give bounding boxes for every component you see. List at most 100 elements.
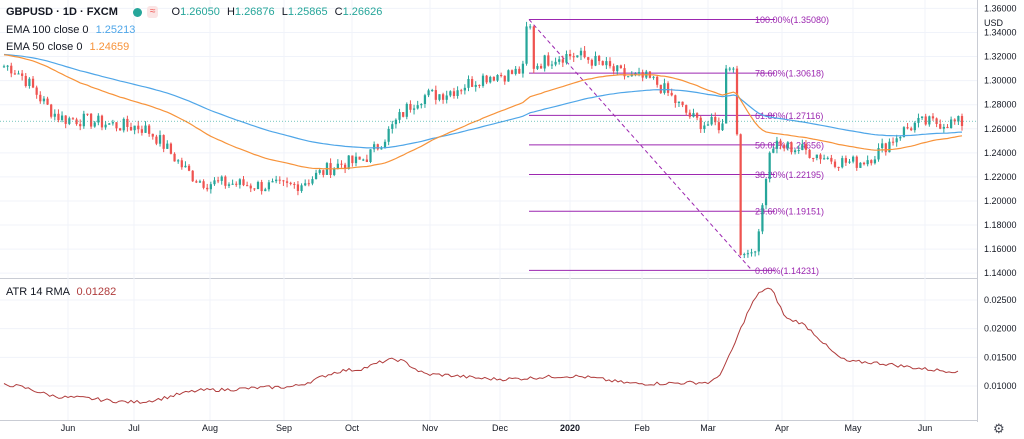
candle-body (6, 65, 9, 67)
candle-body (619, 65, 623, 69)
candle-body (180, 160, 183, 168)
candle-body (285, 181, 289, 183)
candle-body (420, 104, 423, 106)
candle-body (100, 115, 104, 128)
candle-body (957, 116, 960, 122)
price-axis[interactable]: 1.36000 1.34000 1.32000 1.30000 1.28000 1.260… (984, 3, 1017, 391)
candle-body (300, 185, 303, 191)
atr-pane (3, 287, 959, 404)
candle-body (416, 105, 419, 109)
candle-body (761, 205, 764, 232)
candle-body (500, 74, 503, 76)
candle-body (42, 98, 46, 102)
candle-body (28, 78, 31, 87)
atr-tick-label: 0.02500 (984, 295, 1017, 305)
candle-body (129, 126, 133, 131)
candle-body (627, 76, 630, 78)
candle-body (866, 160, 869, 165)
candle-body (910, 128, 913, 131)
candle-body (155, 136, 158, 144)
candle-body (822, 158, 826, 160)
candle-body (347, 155, 350, 169)
candle-body (474, 84, 477, 87)
candle-body (31, 78, 35, 88)
candle-body (293, 183, 296, 185)
candle-body (492, 76, 496, 81)
candle-body (115, 122, 118, 129)
candle-body (507, 70, 510, 82)
candle-body (412, 108, 416, 110)
symbol-title[interactable]: GBPUSD · 1D · FXCM (6, 6, 118, 18)
ema50-label: EMA 50 close 0 (6, 41, 83, 53)
candle-body (688, 112, 691, 117)
candle-body (942, 126, 945, 129)
candle-body (525, 26, 528, 64)
time-axis[interactable]: Jun Jul Aug Sep Oct Nov Dec 2020 Feb Mar Apr May Jun (61, 423, 933, 433)
candle-body (195, 181, 198, 183)
candle-body (598, 55, 601, 62)
candle-body (721, 123, 724, 131)
market-status-icon[interactable] (132, 7, 142, 17)
time-tick-label: Mar (700, 423, 716, 433)
candle-body (169, 143, 173, 154)
candle-body (13, 73, 17, 75)
candle-body (423, 95, 427, 105)
candle-body (184, 165, 187, 168)
candle-body (913, 122, 916, 131)
atr-label: ATR 14 RMA (6, 286, 70, 298)
candle-body (826, 157, 829, 159)
price-tick-label: 1.22000 (984, 172, 1017, 182)
candle-body (601, 61, 604, 66)
candle-body (122, 118, 125, 131)
candle-body (779, 140, 782, 146)
price-tick-label: 1.16000 (984, 244, 1017, 254)
candle-body (318, 170, 321, 173)
time-tick-label: Jun (61, 423, 76, 433)
candle-body (605, 61, 608, 66)
candle-body (166, 143, 169, 149)
ema100-legend[interactable]: EMA 100 close 0 1.25213 (6, 22, 135, 38)
candle-body (695, 113, 699, 118)
candle-body (405, 103, 408, 117)
candle-body (21, 73, 24, 76)
candle-body (10, 65, 13, 74)
candle-body (906, 127, 909, 129)
candle-body (837, 166, 840, 168)
candle-body (862, 162, 866, 165)
candle-body (97, 115, 100, 123)
candle-body (920, 116, 924, 118)
candle-body (304, 183, 307, 186)
candle-body (532, 26, 535, 69)
gear-icon[interactable]: ⚙ (993, 421, 1005, 436)
compare-wave-icon[interactable]: ≈ (146, 6, 159, 19)
candle-body (362, 159, 365, 161)
price-tick-label: 1.36000 (984, 3, 1017, 13)
candle-body (314, 172, 318, 180)
candle-body (895, 138, 898, 143)
candle-body (714, 116, 717, 123)
fibonacci-retracement[interactable]: 100.00%(1.35080) 78.60%(1.30618) 61.80%(1.… (528, 15, 829, 276)
candle-body (191, 170, 194, 182)
candle-body (623, 68, 626, 77)
candle-body (126, 118, 129, 127)
fib-level-label: 61.80%(1.27116) (755, 111, 823, 121)
candle-body (830, 157, 833, 162)
price-tick-label: 1.14000 (984, 268, 1017, 278)
candle-body (859, 162, 862, 168)
candle-body (514, 68, 517, 74)
candle-body (902, 127, 906, 138)
time-tick-label: Dec (492, 423, 509, 433)
candle-body (677, 101, 681, 104)
candle-body (60, 115, 64, 121)
candle-body (249, 185, 252, 189)
candle-body (267, 182, 271, 190)
candle-body (583, 50, 586, 58)
candle-body (768, 152, 771, 179)
candle-body (764, 178, 768, 206)
atr-legend[interactable]: ATR 14 RMA 0.01282 (6, 284, 116, 300)
candle-body (793, 150, 797, 153)
price-tick-label: 1.30000 (984, 76, 1017, 86)
ema50-legend[interactable]: EMA 50 close 0 1.24659 (6, 39, 129, 55)
price-tick-label: 1.26000 (984, 124, 1017, 134)
